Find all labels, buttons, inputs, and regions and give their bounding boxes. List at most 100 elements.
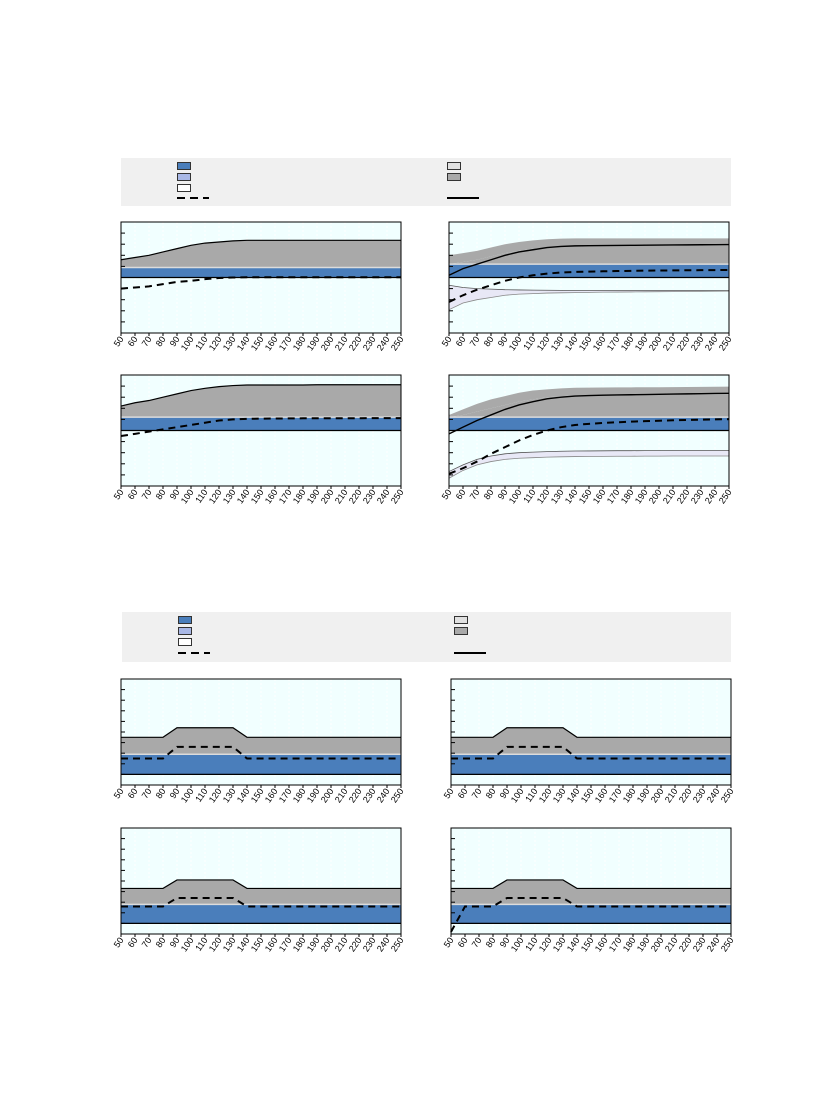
x-tick-label: 230 bbox=[691, 786, 708, 804]
x-tick-label: 220 bbox=[675, 487, 692, 505]
chart-panel-6: 50 60 70 80 90100110120130140150160170180190… bbox=[442, 678, 736, 804]
chart-panel-4: 50 60 70 80 90100110120130140150160170180190… bbox=[440, 374, 734, 505]
x-tick-label: 120 bbox=[207, 334, 224, 352]
dashed-series-line bbox=[121, 896, 401, 908]
x-tick-label: 140 bbox=[563, 334, 580, 352]
chart-panel-8: 50 60 70 80 90100110120130140150160170180190… bbox=[442, 827, 736, 953]
x-tick-label: 250 bbox=[717, 487, 734, 505]
x-tick-label: 250 bbox=[719, 935, 736, 953]
x-tick-label: 180 bbox=[619, 487, 636, 505]
x-tick-label: 170 bbox=[607, 935, 624, 953]
x-tick-label: 170 bbox=[277, 487, 294, 505]
gray-band-top-line bbox=[451, 879, 731, 890]
legend-top bbox=[121, 158, 731, 206]
x-tick-label: 50 bbox=[112, 935, 126, 949]
dashed-series-line bbox=[450, 896, 731, 933]
legend-solid-line-sample bbox=[447, 197, 479, 199]
chart-panel-5: 50 60 70 80 90100110120130140150160170180190… bbox=[112, 678, 406, 804]
legend-swatch-blue bbox=[178, 616, 192, 624]
x-tick-label: 180 bbox=[291, 334, 308, 352]
legend-dashed-line-sample bbox=[178, 652, 210, 654]
x-tick-label: 220 bbox=[677, 786, 694, 804]
blue-area bbox=[121, 417, 401, 431]
x-tick-label: 250 bbox=[389, 786, 406, 804]
x-tick-label: 160 bbox=[591, 487, 608, 505]
gray-band-top-line bbox=[121, 727, 401, 738]
x-tick-label: 170 bbox=[277, 935, 294, 953]
x-tick-label: 140 bbox=[563, 487, 580, 505]
chart-panel-1: 50 60 70 80 90100110120130140150160170180190… bbox=[112, 221, 406, 352]
gray-band-top-line bbox=[120, 384, 401, 407]
solid-series-line bbox=[448, 243, 730, 276]
x-tick-label: 80 bbox=[484, 935, 498, 949]
x-tick-label: 190 bbox=[305, 334, 322, 352]
x-tick-label: 80 bbox=[482, 487, 496, 501]
x-tick-label: 60 bbox=[454, 487, 468, 501]
x-tick-label: 250 bbox=[389, 935, 406, 953]
x-tick-label: 80 bbox=[482, 334, 496, 348]
chart-panel-2: 50 60 70 80 90100110120130140150160170180190… bbox=[440, 221, 734, 352]
x-tick-label: 190 bbox=[635, 786, 652, 804]
x-tick-label: 90 bbox=[168, 786, 182, 800]
x-tick-label: 100 bbox=[509, 786, 526, 804]
legend-swatch-light-blue bbox=[177, 173, 191, 181]
dashed-series-line bbox=[120, 276, 401, 290]
purple-band-area bbox=[449, 450, 729, 479]
x-tick-label: 130 bbox=[221, 487, 238, 505]
x-tick-label: 220 bbox=[677, 935, 694, 953]
x-tick-label: 110 bbox=[523, 935, 539, 952]
x-tick-label: 100 bbox=[179, 935, 196, 953]
x-tick-label: 170 bbox=[277, 334, 294, 352]
x-tick-label: 90 bbox=[496, 334, 510, 348]
x-tick-label: 210 bbox=[333, 786, 350, 804]
dashed-series-line bbox=[448, 418, 730, 475]
x-tick-label: 220 bbox=[347, 334, 364, 352]
x-tick-label: 190 bbox=[635, 935, 652, 953]
x-tick-label: 110 bbox=[193, 487, 209, 504]
x-tick-label: 50 bbox=[440, 487, 454, 501]
x-tick-label: 170 bbox=[605, 487, 622, 505]
purple-band-bottom-line bbox=[448, 455, 729, 479]
gray-band-area bbox=[121, 384, 401, 418]
x-tick-label: 180 bbox=[621, 935, 638, 953]
x-tick-label: 200 bbox=[649, 786, 666, 804]
x-tick-label: 220 bbox=[347, 487, 364, 505]
x-tick-label: 250 bbox=[389, 487, 406, 505]
x-tick-label: 50 bbox=[112, 334, 126, 348]
x-tick-label: 50 bbox=[442, 786, 456, 800]
x-tick-label: 100 bbox=[509, 935, 526, 953]
x-tick-label: 70 bbox=[470, 935, 484, 949]
legend-swatch-light-gray bbox=[454, 616, 468, 624]
dashed-series-line bbox=[451, 745, 731, 760]
x-tick-label: 230 bbox=[689, 487, 706, 505]
legend-bottom bbox=[122, 612, 731, 662]
x-tick-label: 70 bbox=[140, 786, 154, 800]
x-tick-label: 240 bbox=[375, 935, 392, 953]
x-tick-label: 190 bbox=[305, 786, 322, 804]
x-tick-label: 60 bbox=[126, 334, 140, 348]
blue-area bbox=[121, 904, 401, 924]
x-tick-label: 120 bbox=[535, 487, 552, 505]
x-tick-label: 170 bbox=[607, 786, 624, 804]
dashed-series-line bbox=[120, 417, 401, 438]
x-tick-label: 80 bbox=[154, 487, 168, 501]
x-tick-label: 160 bbox=[593, 786, 610, 804]
x-tick-label: 150 bbox=[577, 334, 594, 352]
x-tick-label: 140 bbox=[235, 487, 252, 505]
x-tick-label: 120 bbox=[535, 334, 552, 352]
x-tick-label: 60 bbox=[126, 487, 140, 501]
x-tick-label: 70 bbox=[468, 334, 482, 348]
x-tick-label: 70 bbox=[468, 487, 482, 501]
x-tick-label: 90 bbox=[168, 487, 182, 501]
x-tick-label: 50 bbox=[112, 487, 126, 501]
x-tick-label: 60 bbox=[456, 935, 470, 949]
x-tick-label: 110 bbox=[193, 935, 209, 952]
x-tick-label: 110 bbox=[523, 786, 539, 803]
x-tick-label: 210 bbox=[661, 334, 678, 352]
x-tick-label: 230 bbox=[361, 487, 378, 505]
x-tick-label: 170 bbox=[277, 786, 294, 804]
gray-band-top-line bbox=[121, 879, 401, 890]
x-tick-label: 100 bbox=[179, 786, 196, 804]
gray-band-lower-area bbox=[449, 245, 729, 265]
legend-swatch-light-gray bbox=[447, 162, 461, 170]
